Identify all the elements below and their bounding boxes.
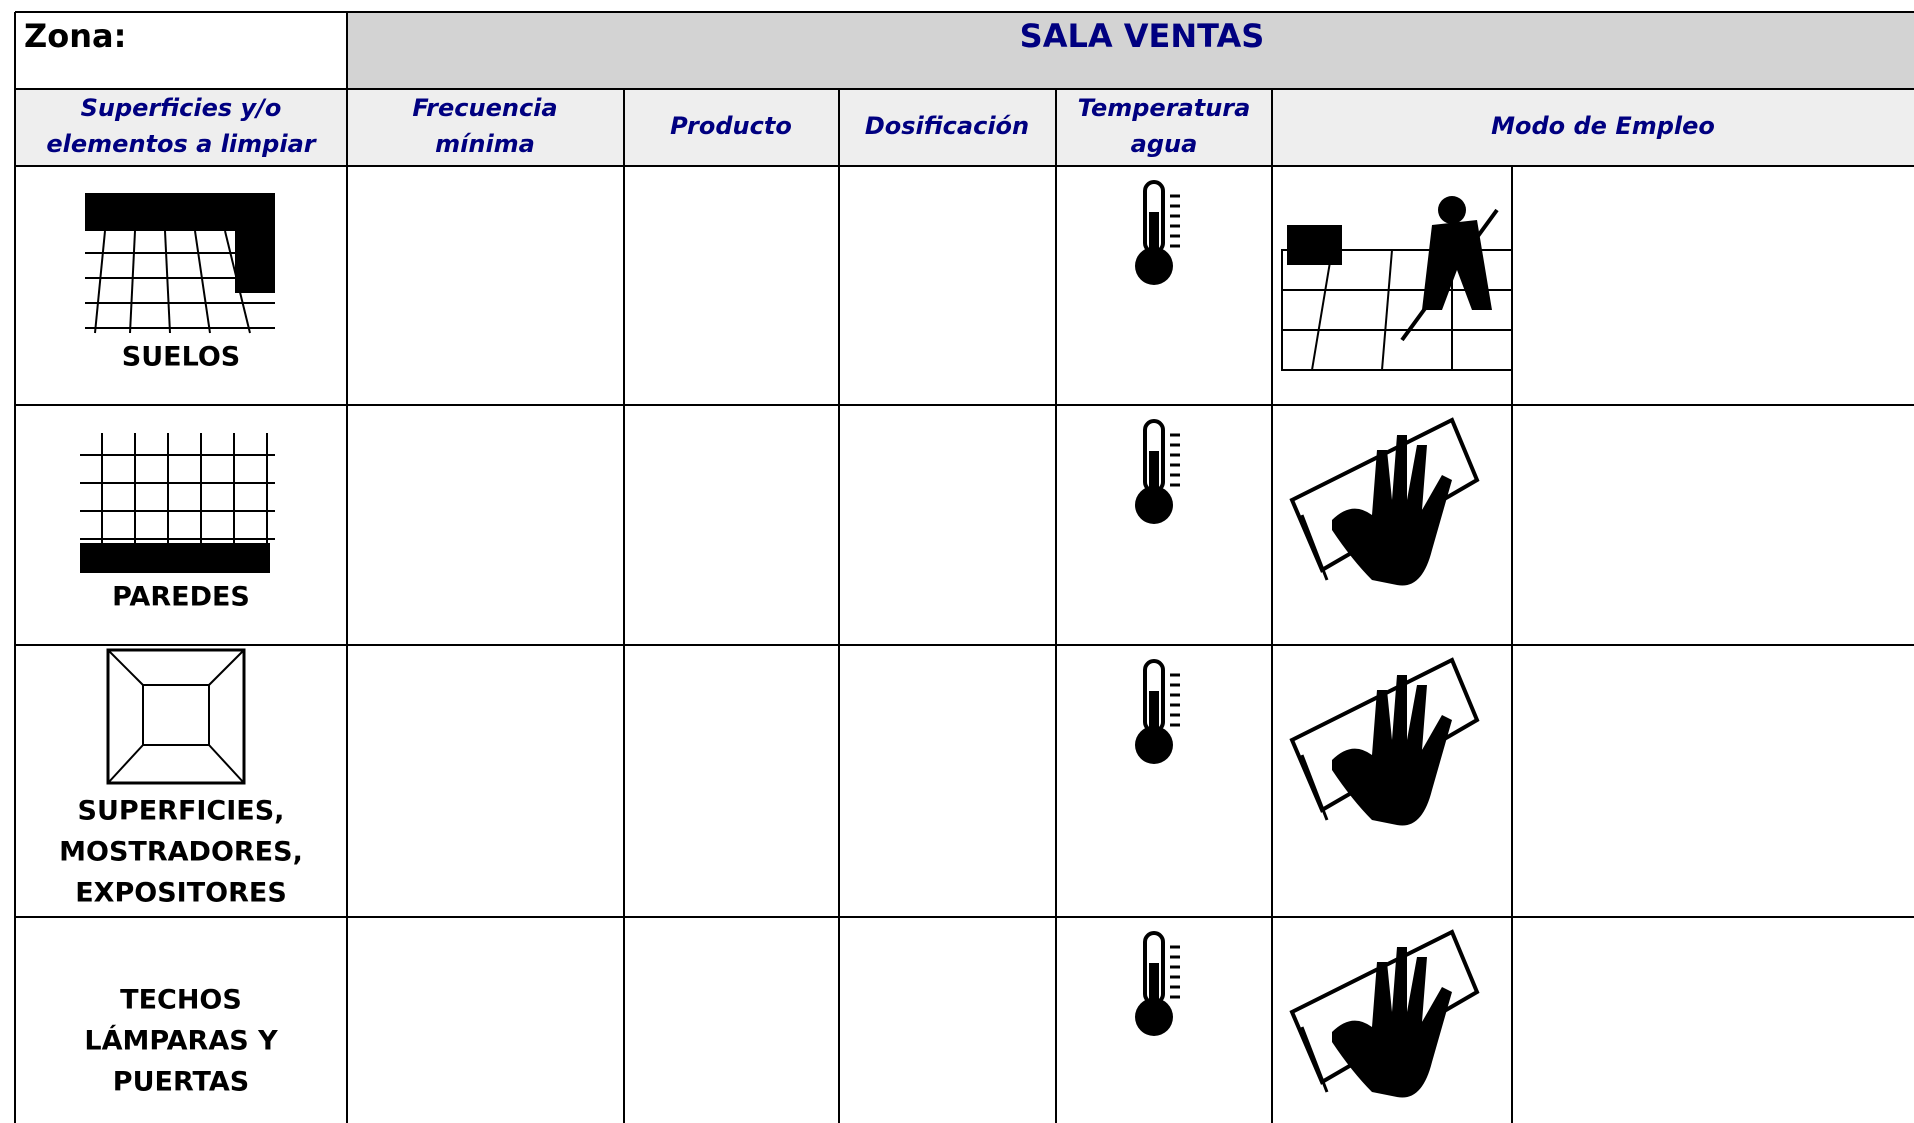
- mopping-icon: [1280, 194, 1514, 372]
- column-header: Producto: [670, 112, 792, 140]
- row-label: SUELOS: [122, 342, 240, 373]
- row-label: EXPOSITORES: [75, 878, 287, 909]
- row-label: MOSTRADORES,: [59, 837, 303, 868]
- thermometer-icon: [1133, 180, 1182, 287]
- kitchen-icon: [106, 648, 246, 785]
- floor-icon: [84, 192, 276, 334]
- wipe-icon: [1290, 658, 1479, 828]
- wipe-icon: [1290, 930, 1479, 1100]
- thermometer-icon: [1133, 419, 1182, 526]
- column-header: Modo de Empleo: [1491, 112, 1715, 140]
- wall-icon: [80, 433, 275, 573]
- column-header: elementos a limpiar: [46, 130, 317, 158]
- row-label: PAREDES: [112, 582, 250, 613]
- header-row: [15, 89, 1914, 166]
- zone-label: Zona:: [24, 17, 126, 55]
- row-label: SUPERFICIES,: [78, 796, 285, 827]
- column-header: Frecuencia: [412, 94, 557, 122]
- row-label: TECHOS: [120, 985, 242, 1016]
- table-borders: [14, 11, 1914, 1123]
- column-header: Temperatura: [1078, 94, 1251, 122]
- row-label: LÁMPARAS Y: [84, 1025, 278, 1057]
- column-header: agua: [1131, 130, 1198, 158]
- wipe-icon: [1290, 418, 1479, 588]
- thermometer-icon: [1133, 931, 1182, 1038]
- row-label: PUERTAS: [113, 1067, 249, 1098]
- column-header: Dosificación: [865, 112, 1029, 140]
- thermometer-icon: [1133, 659, 1182, 766]
- zone-name: SALA VENTAS: [1020, 17, 1265, 55]
- zone-cell: [347, 12, 1914, 89]
- column-header: mínima: [435, 130, 535, 158]
- column-header: Superficies y/o: [81, 94, 282, 122]
